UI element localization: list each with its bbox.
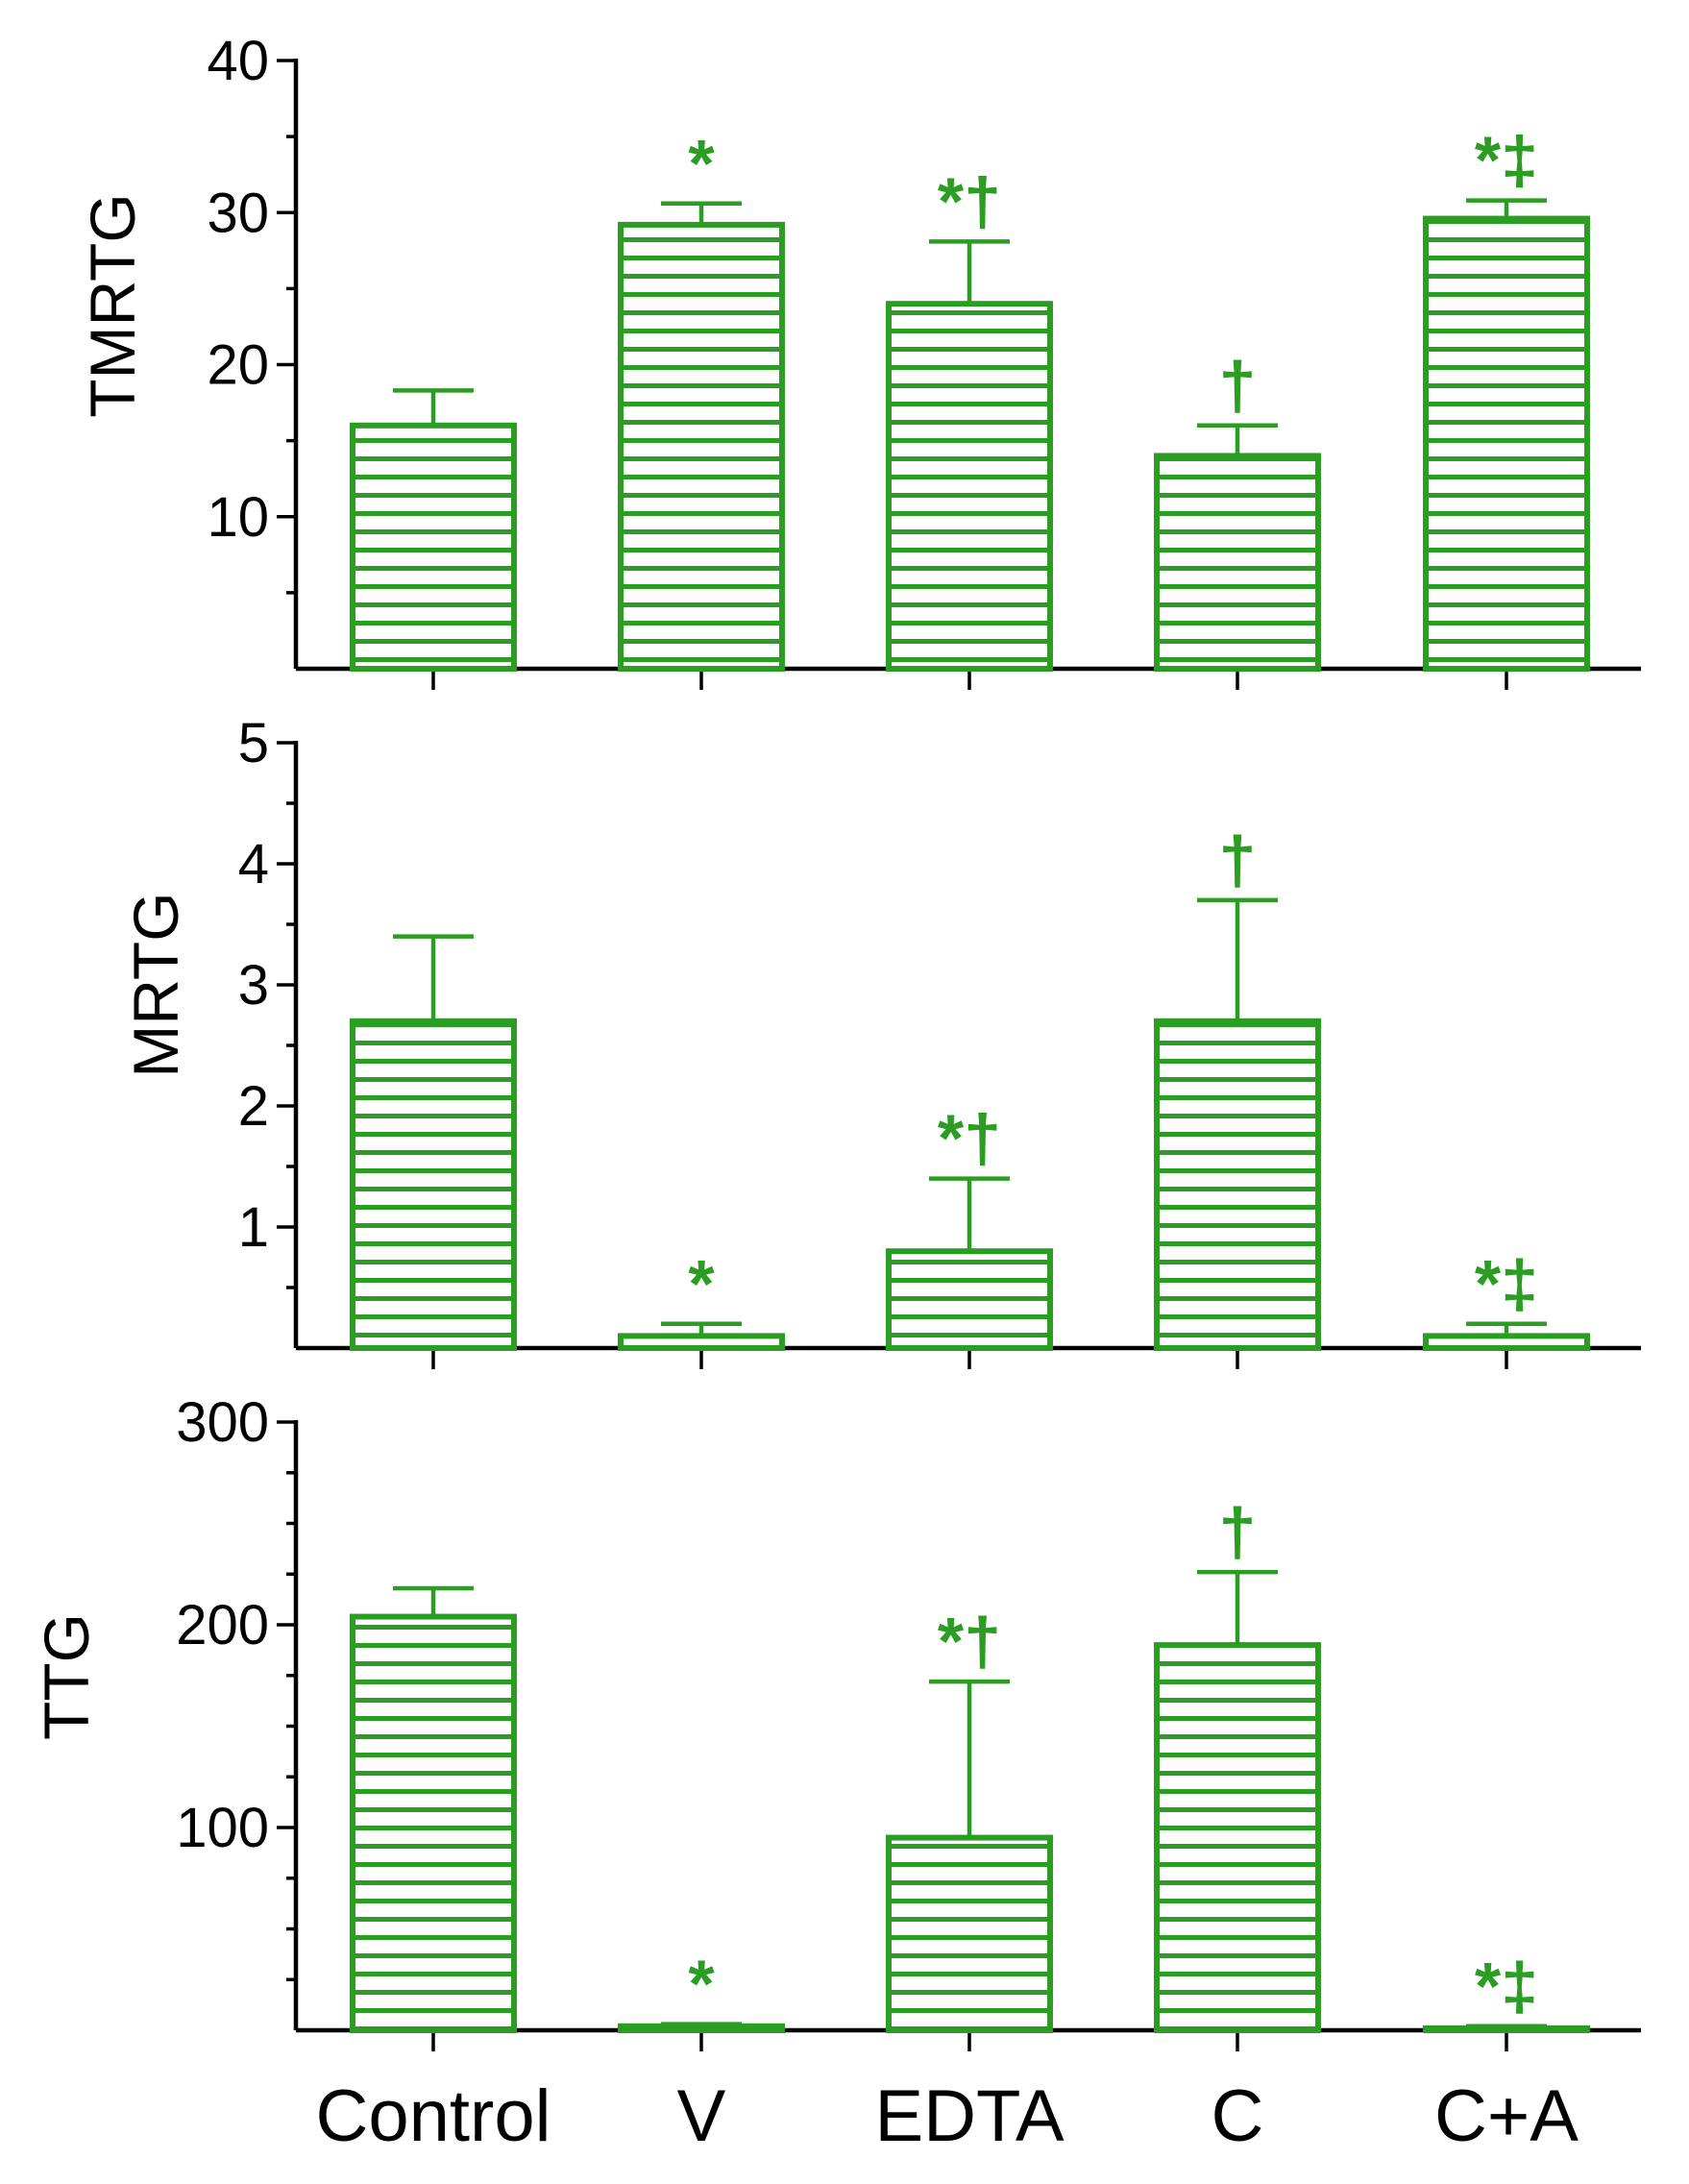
bar-edta	[886, 301, 1053, 672]
bar-c-a	[1423, 2024, 1590, 2033]
y-tick-label: 300	[176, 1391, 269, 1454]
significance-mark-v: *	[688, 1947, 715, 2022]
significance-mark-c-a: *‡	[1475, 1949, 1538, 2024]
significance-mark-c: †	[1219, 1494, 1257, 1569]
bar-v	[618, 1333, 785, 1352]
significance-mark-edta: *†	[938, 1101, 1001, 1176]
significance-mark-v: *	[688, 1246, 715, 1321]
significance-mark-c-a: *‡	[1475, 123, 1538, 198]
bar-control	[350, 1613, 517, 2034]
bar-c	[1154, 453, 1321, 673]
bar-c-a	[1423, 215, 1590, 673]
x-category-label: V	[677, 2075, 726, 2157]
bar-fill-edta	[889, 1837, 1050, 2030]
bar-fill-c	[1157, 455, 1318, 669]
bar-fill-edta	[889, 304, 1050, 669]
bar-v	[618, 2023, 785, 2034]
y-tick-label: 20	[207, 334, 269, 397]
bar-c	[1154, 1642, 1321, 2033]
y-tick-label: 4	[238, 833, 269, 896]
y-tick-label: 2	[238, 1075, 269, 1138]
bar-fill-c-a	[1426, 218, 1587, 669]
y-axis-label: TTG	[31, 1613, 102, 1740]
x-category-label: Control	[316, 2075, 551, 2157]
bar-v	[618, 221, 785, 672]
y-tick-label: 30	[207, 182, 269, 244]
y-tick-label: 3	[238, 954, 269, 1017]
significance-mark-c-a: *‡	[1475, 1246, 1538, 1321]
y-tick-label: 5	[238, 712, 269, 774]
bar-c	[1154, 1018, 1321, 1352]
y-tick-label: 100	[176, 1797, 269, 1859]
y-tick-label: 40	[207, 30, 269, 92]
bar-c-a	[1423, 1333, 1590, 1352]
y-tick-label: 10	[207, 486, 269, 549]
significance-mark-c: †	[1219, 822, 1257, 897]
bar-edta	[886, 1834, 1053, 2034]
x-category-label: C+A	[1434, 2075, 1579, 2157]
bar-fill-v	[621, 224, 782, 669]
x-category-label: C	[1212, 2075, 1264, 2157]
significance-mark-edta: *†	[938, 163, 1001, 238]
bar-fill-c	[1157, 1020, 1318, 1348]
bar-control	[350, 422, 517, 672]
y-tick-label: 200	[176, 1594, 269, 1656]
significance-mark-v: *	[688, 126, 715, 201]
bar-fill-control	[353, 1616, 514, 2030]
chart-panels: 10203040TMRTG**††*‡12345MRTG**††*‡100200…	[31, 30, 1641, 2051]
x-category-labels: Control V EDTA C C+A	[316, 2075, 1579, 2157]
bar-edta	[886, 1248, 1053, 1351]
panel-mrtg: 1 2 3 4 5 MRTG * *† † *‡	[120, 712, 1641, 1369]
significance-mark-edta: *†	[938, 1604, 1001, 1679]
panel-ttg: 100 200 300 TTG * *† † *‡	[31, 1391, 1641, 2051]
bar-fill-v	[621, 1336, 782, 1348]
bar-fill-control	[353, 1020, 514, 1348]
significance-mark-c: †	[1219, 348, 1257, 423]
y-axis-label: MRTG	[120, 892, 191, 1077]
x-category-label: EDTA	[874, 2075, 1064, 2157]
bar-fill-control	[353, 425, 514, 669]
y-tick-label: 1	[238, 1196, 269, 1259]
y-axis-label: TMRTG	[77, 193, 148, 417]
panel-tmrtg: 10 20 30 40 TMRTG * *† † *‡	[77, 30, 1641, 690]
bar-fill-c	[1157, 1645, 1318, 2030]
bar-fill-edta	[889, 1251, 1050, 1348]
bar-fill-c-a	[1426, 1336, 1587, 1348]
bar-control	[350, 1018, 517, 1352]
